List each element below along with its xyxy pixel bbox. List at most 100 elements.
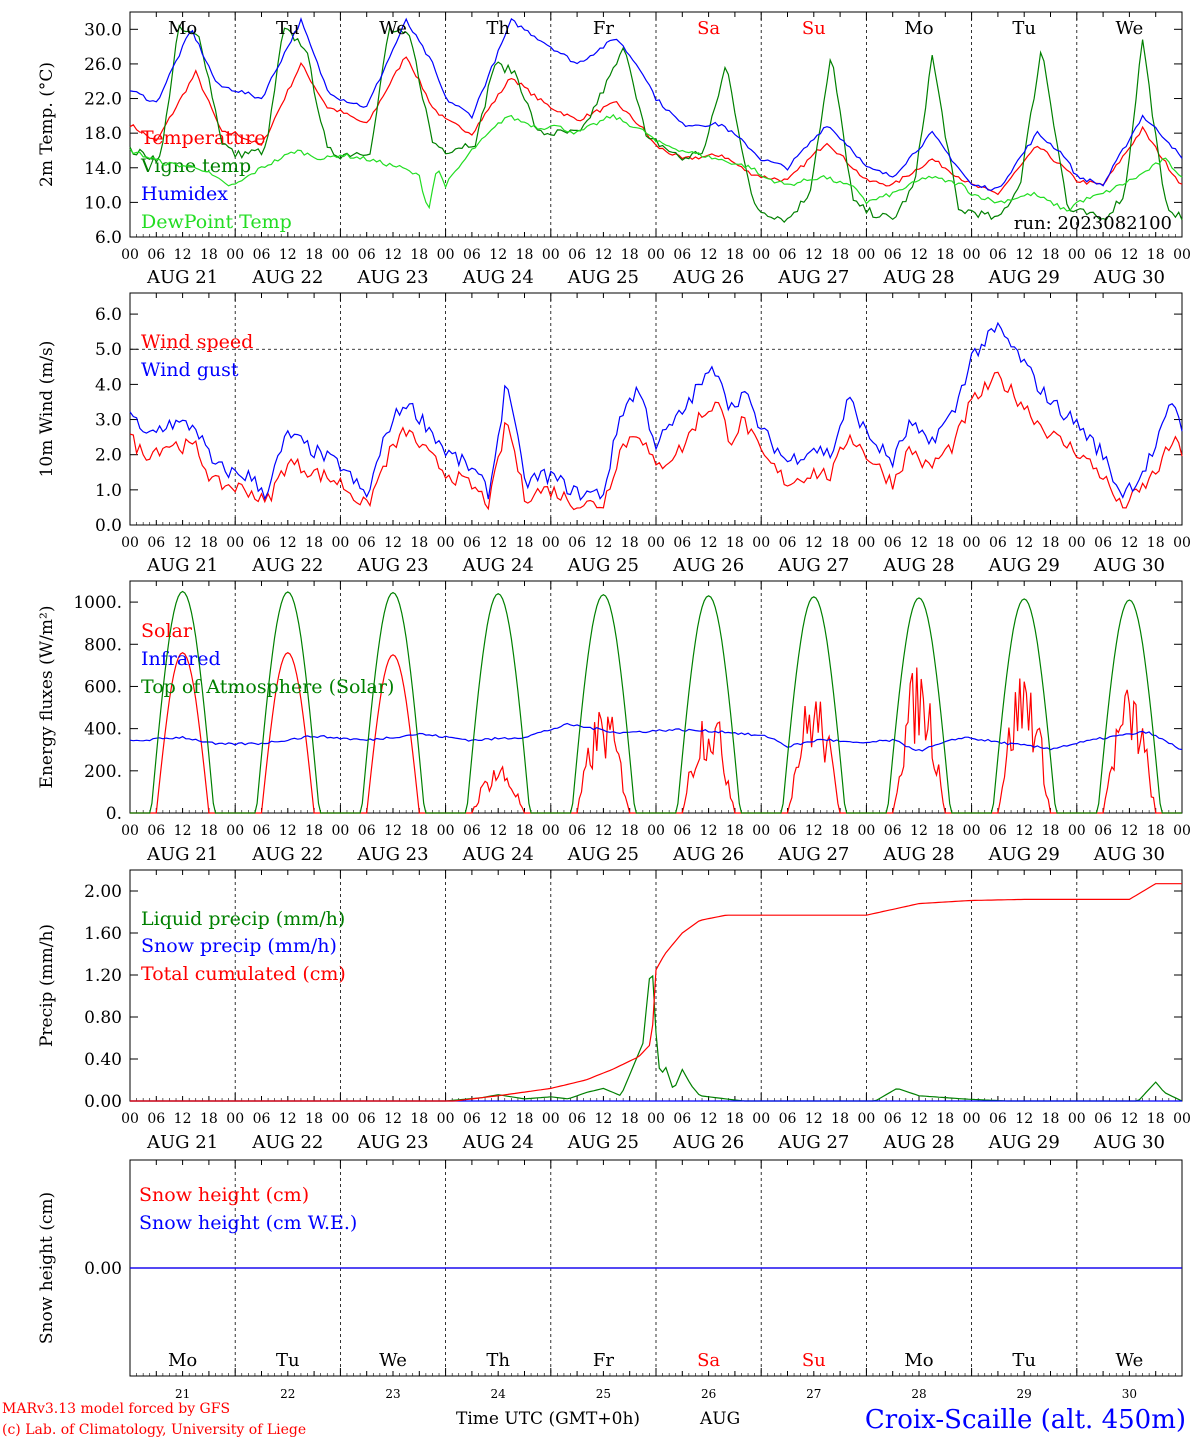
hour-label: 00 [121,247,139,263]
hour-label: 12 [174,535,192,551]
hour-label: 12 [910,247,928,263]
hour-label: 18 [410,1111,428,1127]
bottom-day-number: 23 [385,1387,400,1401]
hour-label: 18 [200,247,218,263]
hour-label: 18 [410,535,428,551]
hour-label: 12 [594,247,612,263]
hour-label: 12 [279,1111,297,1127]
hour-label: 06 [358,1111,376,1127]
y-tick-label: 800. [84,635,122,655]
hour-label: 18 [305,1111,323,1127]
y-tick-label: 1000. [73,593,122,613]
hour-label: 18 [831,247,849,263]
hour-label: 12 [1120,247,1138,263]
hour-label: 06 [779,1111,797,1127]
date-label: AUG 30 [1093,1132,1165,1153]
hour-label: 12 [805,535,823,551]
hour-label: 00 [331,1111,349,1127]
legend-entry: Temperature [141,127,265,149]
top-day-label: Fr [593,18,614,39]
hour-label: 06 [1094,823,1112,839]
hour-label: 12 [594,823,612,839]
hour-label: 00 [542,535,560,551]
hour-label: 00 [1173,1111,1191,1127]
hour-label: 06 [568,247,586,263]
hour-label: 06 [358,823,376,839]
date-label: AUG 29 [988,1132,1060,1153]
x-axis-label: Time UTC (GMT+0h) [456,1409,640,1429]
hour-label: 12 [910,823,928,839]
hour-label: 18 [831,535,849,551]
top-day-label: We [1116,18,1144,39]
y-tick-label: 0.80 [84,1008,122,1028]
top-day-label: Mo [904,18,933,39]
top-day-label: We [379,18,407,39]
hour-label: 12 [910,1111,928,1127]
legend-entry: Snow height (cm) [139,1184,309,1206]
y-tick-label: 10.0 [84,193,122,213]
hour-label: 12 [700,1111,718,1127]
bottom-day-label: Su [802,1350,826,1371]
hour-label: 00 [226,535,244,551]
hour-label: 00 [1068,247,1086,263]
bottom-day-label: Tu [1012,1350,1036,1371]
panel-2: 0. 200. 400. 600. 800. 1000. Energy fluxes (W/… [37,580,1191,865]
hour-label: 18 [621,247,639,263]
hour-label: 12 [1015,535,1033,551]
hour-label: 00 [857,1111,875,1127]
bottom-day-label: Th [486,1350,510,1371]
top-day-label: Sa [697,18,720,39]
hour-label: 12 [1015,247,1033,263]
y-tick-label: 26.0 [84,55,122,75]
date-label: AUG 22 [251,844,323,865]
y-tick-label: 0. [106,804,122,824]
hour-label: 06 [358,535,376,551]
hour-label: 00 [226,247,244,263]
hour-label: 18 [305,535,323,551]
hour-label: 06 [1094,1111,1112,1127]
date-label: AUG 25 [567,267,639,288]
date-label: AUG 21 [146,267,218,288]
hour-label: 18 [621,823,639,839]
hour-label: 18 [1147,823,1165,839]
legend-entry: Solar [141,620,193,642]
hour-label: 06 [884,1111,902,1127]
hour-label: 00 [1068,535,1086,551]
footer-credit-2: (c) Lab. of Climatology, University of L… [2,1422,306,1438]
date-label: AUG 29 [988,267,1060,288]
series-line-2-2 [130,590,1182,814]
date-label: AUG 27 [777,555,849,576]
hour-label: 06 [568,823,586,839]
hour-label: 18 [1147,1111,1165,1127]
legend-entry: Vigne temp [140,155,251,177]
bottom-day-label: Mo [904,1350,933,1371]
hour-label: 00 [331,535,349,551]
y-axis-title: Energy fluxes (W/m²) [37,606,57,789]
hour-label: 06 [147,1111,165,1127]
hour-label: 18 [200,535,218,551]
hour-label: 12 [1120,823,1138,839]
hour-label: 18 [936,247,954,263]
bottom-day-labels: Mo 21 Tu 22 We 23 Th 24 Fr 25 Sa 26 Su 27 Mo 28 Tu 29 We 30 [168,1350,1143,1401]
hour-label: 06 [463,823,481,839]
hour-label: 00 [437,535,455,551]
hour-label: 06 [253,1111,271,1127]
hour-label: 00 [647,1111,665,1127]
hour-label: 18 [726,247,744,263]
hour-label: 00 [647,823,665,839]
hour-label: 12 [384,823,402,839]
date-label: AUG 23 [356,844,428,865]
hour-label: 00 [121,535,139,551]
hour-label: 06 [884,535,902,551]
hour-label: 00 [647,535,665,551]
hour-label: 00 [1173,535,1191,551]
hour-label: 06 [989,1111,1007,1127]
hour-label: 18 [726,1111,744,1127]
series-line-0-1 [129,24,1183,223]
hour-label: 18 [1147,535,1165,551]
date-label: AUG 29 [988,555,1060,576]
hour-label: 06 [568,535,586,551]
date-label: AUG 28 [882,1132,954,1153]
date-label: AUG 24 [462,844,534,865]
